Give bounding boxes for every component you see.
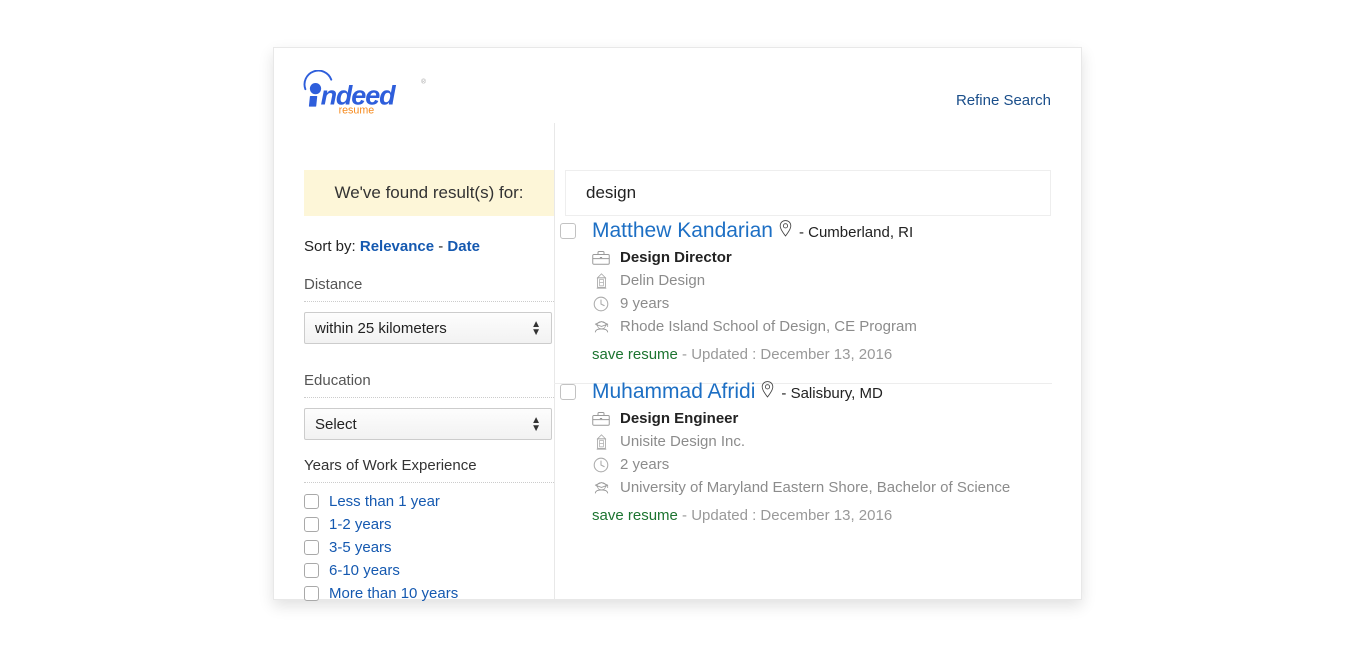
svg-text:®: ® [421,79,426,86]
svg-text:resume: resume [339,104,375,114]
